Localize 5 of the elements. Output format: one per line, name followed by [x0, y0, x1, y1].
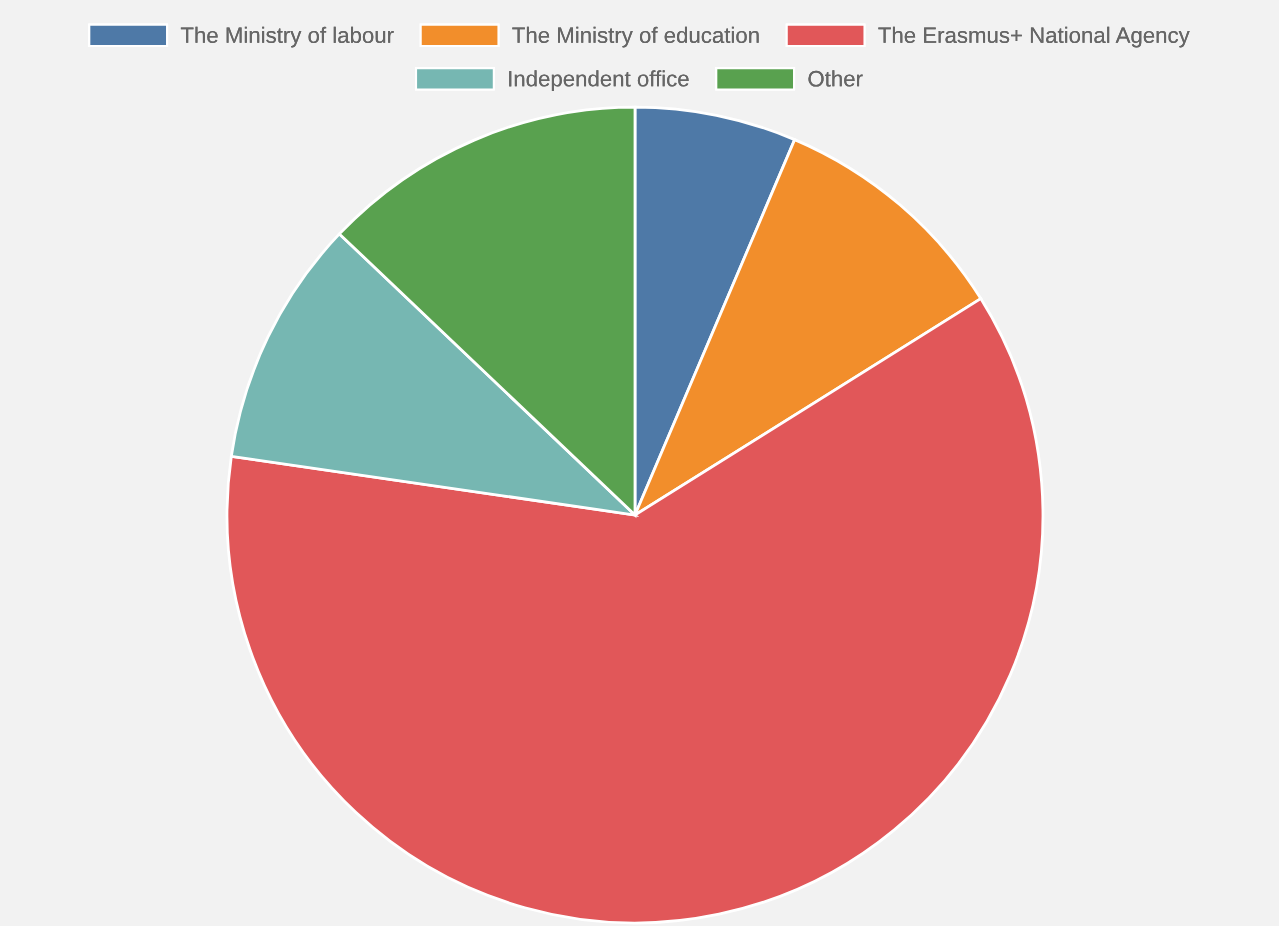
- legend-label: The Ministry of education: [512, 26, 759, 48]
- legend-label: Independent office: [509, 70, 689, 91]
- legend-label: The Erasmus+ National Agency: [878, 26, 1190, 48]
- legend-label: The Ministry of labour: [180, 26, 394, 48]
- legend-label: Other: [808, 70, 863, 87]
